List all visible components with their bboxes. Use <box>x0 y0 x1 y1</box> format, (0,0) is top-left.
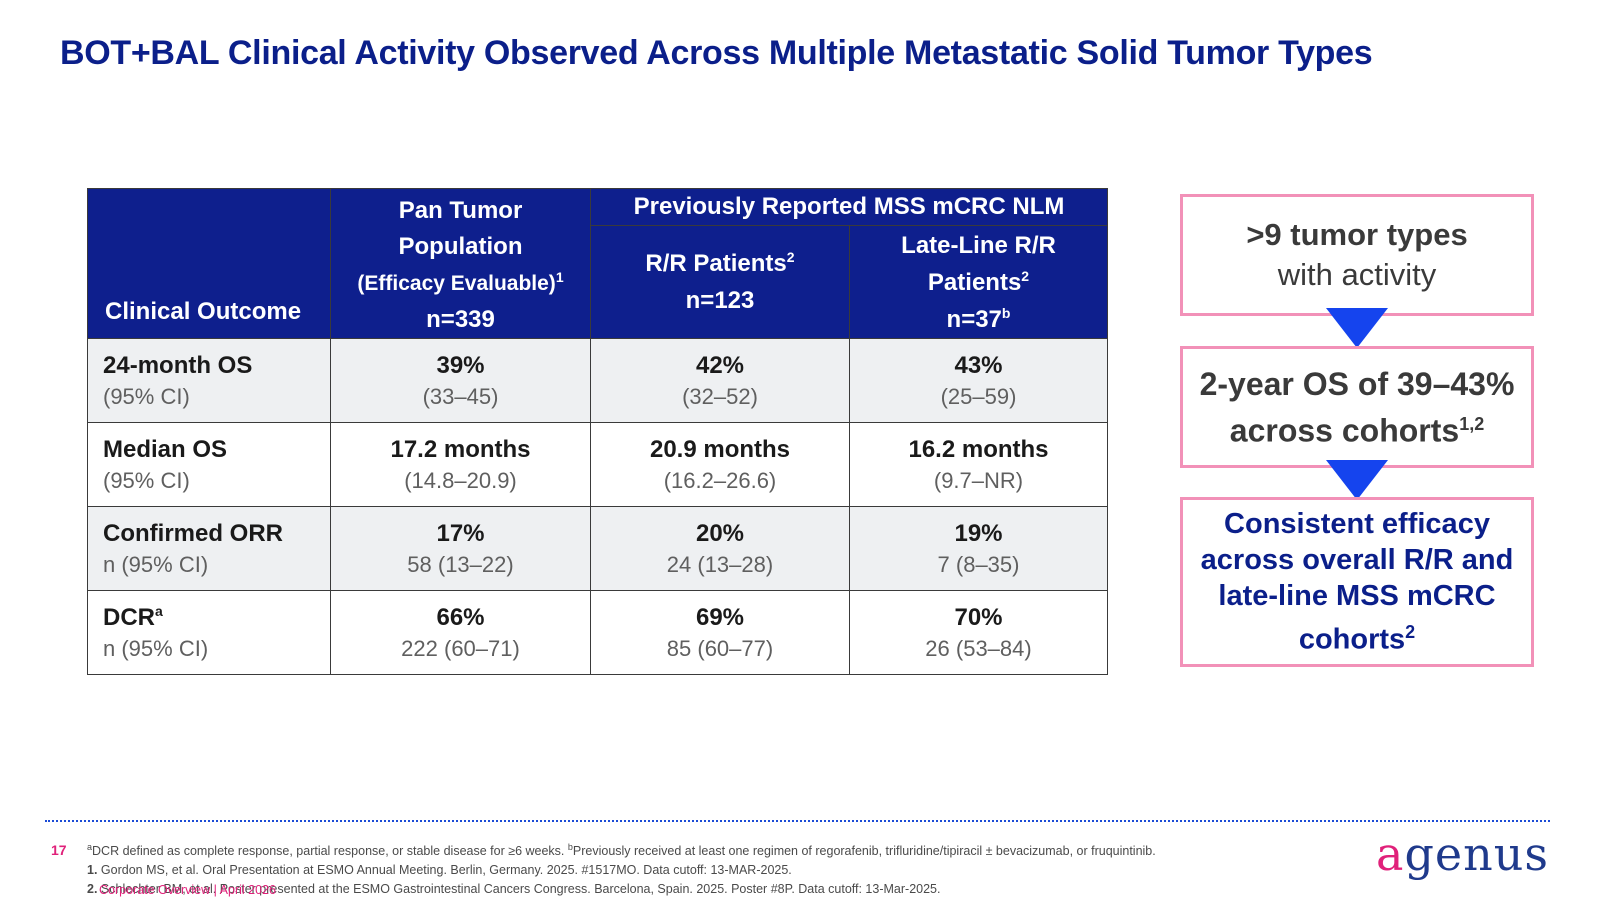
header-pan-tumor: Pan Tumor Population (Efficacy Evaluable… <box>330 188 591 339</box>
table-row-median-os: Median OS (95% CI) 17.2 months (14.8–20.9… <box>87 422 1109 507</box>
row-label: 24-month OS (95% CI) <box>87 338 331 423</box>
reference-2: 2. Schlechter BM, et al. Poster presente… <box>87 882 941 897</box>
cell-pan-tumor: 17.2 months (14.8–20.9) <box>330 422 591 507</box>
cell-rr-patients: 69% 85 (60–77) <box>590 590 850 675</box>
footnote-definitions: aDCR defined as complete response, parti… <box>87 842 1156 859</box>
cell-pan-tumor: 17% 58 (13–22) <box>330 506 591 591</box>
cell-pan-tumor: 39% (33–45) <box>330 338 591 423</box>
footnotes: aDCR defined as complete response, parti… <box>87 838 1317 899</box>
header-mss-mcrc-group: Previously Reported MSS mCRC NLM <box>589 187 1109 227</box>
callout-two-year-os: 2-year OS of 39–43% across cohorts1,2 <box>1180 346 1534 468</box>
page-title: BOT+BAL Clinical Activity Observed Acros… <box>60 34 1373 72</box>
down-arrow-icon <box>1326 460 1388 500</box>
agenus-logo: agenus <box>1376 827 1549 881</box>
header-clinical-outcome: Clinical Outcome <box>87 188 331 339</box>
callout-tumor-types: >9 tumor types with activity <box>1180 194 1534 316</box>
callout-consistent-efficacy: Consistent efficacy across overall R/R a… <box>1180 497 1534 667</box>
cell-late-line: 70% 26 (53–84) <box>848 590 1109 675</box>
cell-rr-patients: 20.9 months (16.2–26.6) <box>590 422 850 507</box>
row-label: Confirmed ORR n (95% CI) <box>87 506 331 591</box>
cell-late-line: 43% (25–59) <box>848 338 1109 423</box>
table-row-confirmed-orr: Confirmed ORR n (95% CI) 17% 58 (13–22) 2… <box>87 506 1109 591</box>
cell-pan-tumor: 66% 222 (60–71) <box>330 590 591 675</box>
down-arrow-icon <box>1326 308 1388 348</box>
table-row-dcr: DCRa n (95% CI) 66% 222 (60–71) 69% 85 (60… <box>87 590 1109 675</box>
cell-rr-patients: 20% 24 (13–28) <box>590 506 850 591</box>
row-label: Median OS (95% CI) <box>87 422 331 507</box>
cell-late-line: 19% 7 (8–35) <box>848 506 1109 591</box>
header-rr-patients: R/R Patients2 n=123 <box>590 225 850 339</box>
reference-1: 1. Gordon MS, et al. Oral Presentation a… <box>87 863 792 878</box>
corporate-overview-label: Corporate Overview | April 2026 <box>99 883 276 897</box>
row-label: DCRa n (95% CI) <box>87 590 331 675</box>
cell-rr-patients: 42% (32–52) <box>590 338 850 423</box>
page-number: 17 <box>51 842 67 858</box>
footer-divider <box>45 820 1550 822</box>
table-row-24-month-os: 24-month OS (95% CI) 39% (33–45) 42% (32–5… <box>87 338 1109 423</box>
header-late-line-rr: Late-Line R/R Patients2 n=37b <box>848 225 1109 339</box>
cell-late-line: 16.2 months (9.7–NR) <box>848 422 1109 507</box>
clinical-outcomes-table: Clinical Outcome Pan Tumor Population (E… <box>87 187 1109 675</box>
